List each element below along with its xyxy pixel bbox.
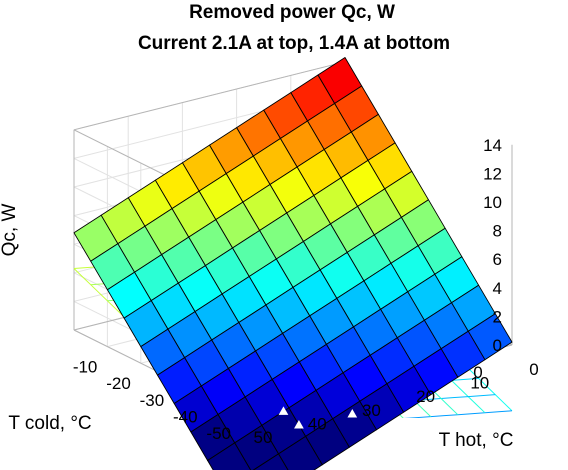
data-marker	[278, 406, 289, 415]
z-tick-label: 12	[483, 164, 502, 183]
z-tick-label: 0	[493, 336, 502, 355]
x-tick-label: 20	[416, 387, 435, 406]
data-markers	[278, 406, 358, 429]
chart-title: Removed power Qc, W	[189, 2, 395, 23]
data-marker	[294, 419, 304, 429]
x-tick-label: 10	[470, 374, 489, 393]
x-tick-label: 50	[254, 428, 273, 447]
y-axis-label: T cold, °C	[8, 413, 91, 434]
chart-subtitle: Current 2.1A at top, 1.4A at bottom	[138, 33, 450, 54]
mesh-line	[403, 410, 513, 418]
y-tick-label: -30	[140, 391, 165, 410]
z-tick-label-bottom: 0	[473, 363, 482, 382]
z-tick-label: 8	[493, 222, 502, 241]
z-axis-label: Qc, W	[0, 204, 20, 257]
upper-surface	[73, 57, 513, 470]
x-axis-label: T hot, °C	[439, 430, 514, 451]
y-tick-label: -40	[173, 407, 198, 426]
x-tick-label: 40	[308, 414, 327, 433]
axis-box-edge	[73, 61, 346, 131]
data-marker	[347, 408, 358, 418]
y-tick-label: -10	[73, 358, 98, 377]
x-tick-label: 30	[362, 401, 381, 420]
y-tick-label: -50	[206, 424, 231, 443]
surface-patch	[252, 453, 289, 470]
z-tick-label: 10	[483, 193, 502, 212]
y-tick-label: -20	[106, 374, 131, 393]
z-tick-label: 4	[493, 279, 502, 298]
x-tick-label: 0	[529, 360, 538, 379]
z-tick-label: 2	[493, 307, 502, 326]
z-tick-label: 14	[483, 136, 502, 155]
z-tick-label: 6	[493, 250, 502, 269]
